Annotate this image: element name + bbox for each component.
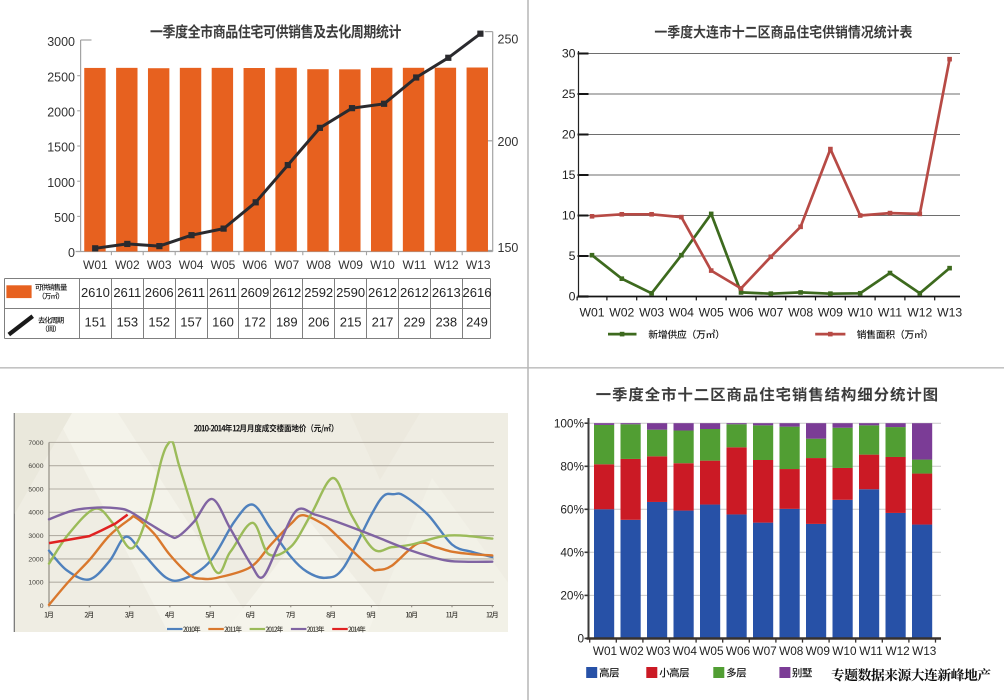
svg-text:6000: 6000 <box>28 463 43 470</box>
svg-text:500: 500 <box>54 211 75 225</box>
svg-text:2606: 2606 <box>145 285 174 300</box>
svg-text:2612: 2612 <box>272 285 301 300</box>
svg-text:W04: W04 <box>669 306 694 320</box>
svg-text:5: 5 <box>569 249 576 263</box>
svg-text:W07: W07 <box>274 258 299 272</box>
svg-text:W09: W09 <box>818 306 843 320</box>
svg-text:2613: 2613 <box>432 285 461 300</box>
svg-text:40%: 40% <box>560 545 584 559</box>
svg-text:W05: W05 <box>699 306 724 320</box>
svg-text:2000: 2000 <box>28 556 43 563</box>
svg-text:W01: W01 <box>83 258 108 272</box>
svg-text:217: 217 <box>372 314 394 329</box>
svg-text:60%: 60% <box>560 502 584 516</box>
svg-text:229: 229 <box>404 314 426 329</box>
svg-text:172: 172 <box>244 314 266 329</box>
svg-text:3000: 3000 <box>28 533 43 540</box>
svg-text:1000: 1000 <box>47 176 75 190</box>
svg-text:W03: W03 <box>147 258 172 272</box>
svg-text:157: 157 <box>180 314 202 329</box>
svg-text:W04: W04 <box>179 258 204 272</box>
svg-text:W06: W06 <box>243 258 268 272</box>
svg-text:20: 20 <box>562 128 576 142</box>
svg-text:20%: 20% <box>560 589 584 603</box>
svg-text:238: 238 <box>435 314 457 329</box>
svg-text:250: 250 <box>498 33 519 47</box>
svg-text:215: 215 <box>340 314 362 329</box>
svg-text:1000: 1000 <box>28 580 43 587</box>
svg-text:189: 189 <box>276 314 298 329</box>
svg-text:160: 160 <box>212 314 234 329</box>
svg-text:W12: W12 <box>885 644 909 658</box>
svg-text:W12: W12 <box>434 258 459 272</box>
svg-text:249: 249 <box>466 314 488 329</box>
svg-text:W13: W13 <box>466 258 491 272</box>
svg-text:W03: W03 <box>639 306 664 320</box>
svg-text:7000: 7000 <box>28 440 43 447</box>
svg-text:2616: 2616 <box>463 285 492 300</box>
svg-text:W05: W05 <box>211 258 236 272</box>
svg-text:W02: W02 <box>619 644 643 658</box>
svg-text:100%: 100% <box>554 416 585 430</box>
svg-text:W10: W10 <box>848 306 873 320</box>
svg-text:W12: W12 <box>907 306 932 320</box>
svg-text:W04: W04 <box>673 644 698 658</box>
svg-text:0: 0 <box>40 603 44 610</box>
svg-text:W06: W06 <box>726 644 751 658</box>
svg-text:2592: 2592 <box>304 285 333 300</box>
svg-text:0: 0 <box>577 632 584 646</box>
svg-text:W06: W06 <box>728 306 753 320</box>
svg-text:W01: W01 <box>579 306 604 320</box>
svg-text:0: 0 <box>569 290 576 304</box>
svg-text:2611: 2611 <box>113 285 141 300</box>
svg-text:W11: W11 <box>403 258 427 272</box>
svg-text:5000: 5000 <box>28 486 43 493</box>
svg-text:W01: W01 <box>593 644 617 658</box>
svg-text:W02: W02 <box>115 258 140 272</box>
svg-text:W11: W11 <box>859 644 882 658</box>
svg-text:0: 0 <box>68 246 75 260</box>
svg-text:10: 10 <box>562 209 576 223</box>
svg-text:W09: W09 <box>338 258 363 272</box>
svg-text:W03: W03 <box>646 644 671 658</box>
svg-text:25: 25 <box>562 87 576 101</box>
svg-text:152: 152 <box>148 314 170 329</box>
svg-text:151: 151 <box>85 314 107 329</box>
svg-text:W07: W07 <box>752 644 776 658</box>
svg-text:W08: W08 <box>779 644 804 658</box>
svg-text:W08: W08 <box>306 258 331 272</box>
svg-text:200: 200 <box>498 135 519 149</box>
svg-text:4000: 4000 <box>28 510 43 517</box>
svg-text:3000: 3000 <box>47 35 75 49</box>
svg-text:2500: 2500 <box>47 70 75 84</box>
svg-text:W13: W13 <box>937 306 962 320</box>
svg-text:W13: W13 <box>912 644 937 658</box>
svg-text:2000: 2000 <box>47 106 75 120</box>
svg-text:W10: W10 <box>832 644 857 658</box>
svg-text:W10: W10 <box>370 258 395 272</box>
svg-text:2612: 2612 <box>400 285 429 300</box>
svg-text:2610: 2610 <box>81 285 110 300</box>
svg-text:150: 150 <box>498 241 519 255</box>
svg-text:W07: W07 <box>758 306 783 320</box>
svg-text:80%: 80% <box>560 459 584 473</box>
svg-text:15: 15 <box>562 168 576 182</box>
svg-text:2611: 2611 <box>177 285 205 300</box>
svg-text:153: 153 <box>116 314 138 329</box>
svg-text:2590: 2590 <box>336 285 365 300</box>
svg-text:30: 30 <box>562 47 576 61</box>
svg-text:W02: W02 <box>609 306 634 320</box>
svg-text:1500: 1500 <box>47 141 75 155</box>
svg-text:W09: W09 <box>806 644 830 658</box>
svg-text:W05: W05 <box>699 644 724 658</box>
svg-text:W11: W11 <box>878 306 902 320</box>
svg-text:2609: 2609 <box>240 285 269 300</box>
svg-text:2612: 2612 <box>368 285 397 300</box>
svg-text:2611: 2611 <box>209 285 237 300</box>
svg-text:W08: W08 <box>788 306 813 320</box>
svg-text:206: 206 <box>308 314 330 329</box>
